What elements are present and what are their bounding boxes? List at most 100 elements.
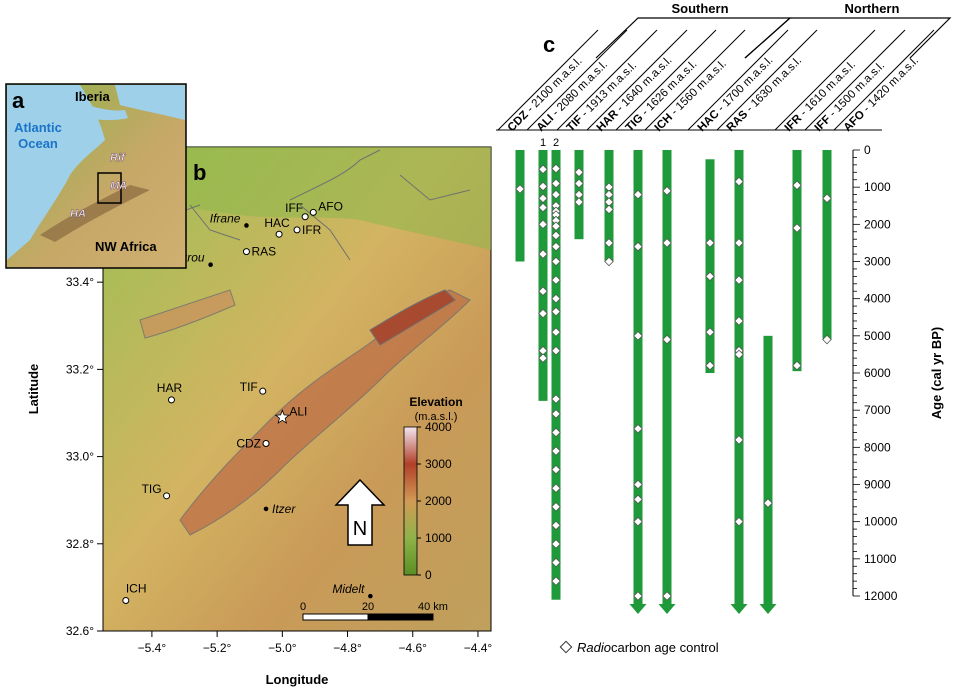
inset-ocean [80,102,128,121]
site-marker-iff [301,213,309,221]
header-divider [716,29,818,131]
radiocarbon-date-marker [551,200,561,211]
radiocarbon-date-marker [734,316,744,326]
radiocarbon-date-marker [574,197,584,207]
radiocarbon-date-marker [574,178,584,189]
core-bar [763,335,773,596]
radiocarbon-date-marker [551,409,561,419]
town-marker-ifrane [244,223,249,228]
legend-text-rest: carbon age control [611,640,719,655]
group-bracket-northern [744,17,952,59]
legend-unit: (m.a.s.l.) [415,411,458,423]
x-tick-label: −4.6° [398,641,427,655]
site-label-afo: AFO [318,199,343,213]
radiocarbon-date-marker [551,306,561,317]
high-relief-area [139,289,236,339]
radiocarbon-date-marker [538,353,548,363]
x-tick-label: −4.8° [333,641,362,655]
site-label-ifr: IFR [302,223,322,237]
header-divider [497,29,599,131]
town-marker-midelt [368,593,373,599]
inset-sea [115,85,185,120]
scale-label-20: 20 [362,601,374,613]
site-label-ich: ICH [126,581,147,595]
town-label-midelt: Midelt [332,582,365,596]
age-tick-label: 2000 [864,217,891,231]
radiocarbon-date-marker [822,334,832,345]
label-ocean: Ocean [18,136,58,151]
map-y-axis: 32.6° 32.8° 33.0° 33.2° 33.4° [66,275,103,638]
site-label-cdz: CDZ [236,437,261,451]
site-label-tif: TIF [240,380,258,394]
radiocarbon-date-marker [662,238,672,248]
age-tick-label: 7000 [864,403,891,417]
header-divider [774,29,876,131]
site-marker-tif [259,387,267,395]
radiocarbon-date-marker [574,189,584,200]
y-tick-label: 33.2° [66,362,94,376]
radiocarbon-date-marker [551,215,561,226]
header-divider [526,29,628,131]
legend-title: Elevation [409,395,462,409]
radiocarbon-date-marker [538,219,548,230]
header-divider [833,29,935,131]
north-arrow: N [334,478,386,546]
radiocarbon-date-marker [551,501,561,512]
radiocarbon-date-marker [734,275,744,285]
header-divider [644,29,746,131]
radiocarbon-date-marker [604,256,614,267]
core-bars [515,150,832,614]
site-label-ras: RAS [251,245,276,259]
age-tick-label: 0 [864,143,871,157]
site-label-har: HAR [157,381,183,395]
radiocarbon-date-marker [551,427,561,438]
core-bar-extension [763,596,773,604]
radiocarbon-date-marker [551,163,561,174]
panel-letter-b: b [193,160,206,185]
town-label-itzer: Itzer [272,502,296,516]
radiocarbon-date-marker [551,394,561,404]
inset-ocean [7,85,105,260]
radiocarbon-date-marker [705,238,715,248]
radiocarbon-date-marker [633,479,643,490]
x-tick-label: −5.0° [268,641,297,655]
elevation-legend: Elevation (m.a.s.l.) 4000 3000 2000 1000 0 [403,395,463,582]
radiocarbon-date-marker [551,345,561,356]
radiocarbon-date-marker [604,204,614,215]
panel-a-inset: a Iberia Atlantic Ocean Rif MA HA NW Afr… [5,83,187,269]
x-tick-label: −5.4° [138,641,167,655]
radiocarbon-date-marker [538,193,548,204]
radiocarbon-date-marker [705,271,715,282]
age-tick-label: 6000 [864,366,891,380]
label-atlantic: Atlantic [14,120,62,135]
label-ma: MA [110,180,127,192]
y-tick-label: 33.0° [66,450,94,464]
core-bar [551,150,561,600]
high-relief-area [179,289,471,536]
site-label-tig: TIG [142,482,162,496]
age-tick-label: 10000 [864,515,898,529]
scale-bar-segment [367,613,434,621]
group-label-northern: Northern [845,1,900,16]
radiocarbon-date-marker [734,435,744,445]
y-tick-label: 32.8° [66,537,94,551]
header-divider [556,29,658,131]
legend-text: Radiocarbon age control [577,640,719,655]
scale-bar-segment [302,613,369,621]
site-marker-ich [122,596,130,604]
core-arrow [658,604,676,614]
radiocarbon-date-marker [538,202,548,213]
radiocarbon-date-marker [633,331,643,341]
x-tick-label: −5.2° [203,641,232,655]
radiocarbon-date-marker [551,275,561,285]
age-axis-title: Age (cal yr BP) [929,327,944,419]
radiocarbon-legend: Radiocarbon age control [559,640,719,655]
radiocarbon-date-marker [551,464,561,475]
site-marker-cdz [262,440,270,448]
age-tick-label: 12000 [864,589,898,603]
panel-b-map: −5.4° −5.2° −5.0° −4.8° −4.6° −4.4° 32.6° 32.8… [26,146,492,687]
radiocarbon-date-marker [538,164,548,175]
age-tick-label: 8000 [864,440,891,454]
label-iberia: Iberia [75,89,110,104]
